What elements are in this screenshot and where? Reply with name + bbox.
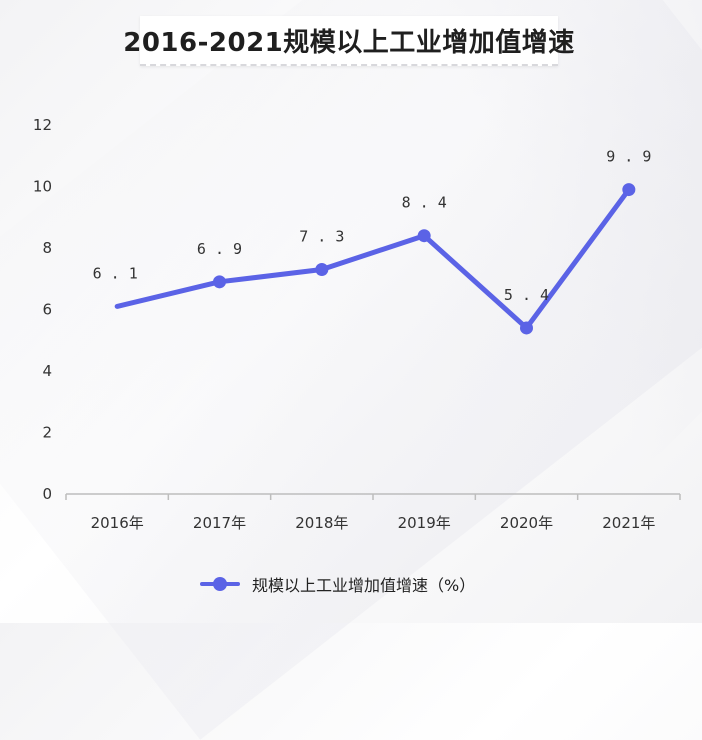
- data-labels: 6 . 1 6 . 9 7 . 3 8 . 4 5 . 4 9 . 9: [93, 148, 652, 304]
- data-label: 7 . 3: [299, 228, 344, 246]
- line-chart: 0 2 4 6 8 10 12 2016年 2017年 2018年 2019年 2020年 2021年…: [33, 116, 681, 532]
- series-line: [114, 187, 632, 331]
- x-tick-label: 2016年: [91, 514, 144, 532]
- x-tick-label: 2018年: [295, 514, 348, 532]
- y-tick-label: 0: [42, 485, 52, 503]
- data-point: [213, 275, 226, 289]
- x-tick-label: 2021年: [602, 514, 655, 532]
- y-axis-ticks: 0 2 4 6 8 10 12: [33, 116, 52, 503]
- x-axis: 2016年 2017年 2018年 2019年 2020年 2021年: [65, 493, 681, 532]
- series-line-group: [114, 183, 636, 335]
- data-point: [520, 321, 533, 335]
- data-point: [622, 183, 636, 197]
- legend-label: 规模以上工业增加值增速（%）: [252, 576, 476, 595]
- y-tick-label: 4: [42, 362, 52, 380]
- x-tick-label: 2019年: [398, 514, 451, 532]
- line-with-dot-icon: [200, 577, 240, 591]
- chart-title-box: 2016-2021规模以上工业增加值增速: [123, 16, 574, 66]
- legend: 规模以上工业增加值增速（%）: [200, 570, 475, 598]
- chart-title: 2016-2021规模以上工业增加值增速: [123, 27, 575, 58]
- y-tick-label: 6: [42, 301, 52, 319]
- data-label: 8 . 4: [402, 194, 447, 212]
- data-label: 6 . 1: [93, 264, 138, 282]
- data-label: 6 . 9: [197, 240, 242, 258]
- y-tick-label: 2: [42, 424, 52, 442]
- y-tick-label: 12: [33, 116, 52, 134]
- y-tick-label: 8: [42, 239, 52, 257]
- y-tick-label: 10: [33, 178, 52, 196]
- data-point: [417, 229, 431, 243]
- data-point: [315, 263, 329, 277]
- x-tick-label: 2017年: [193, 514, 246, 532]
- x-tick-label: 2020年: [500, 514, 553, 532]
- data-label: 5 . 4: [504, 286, 549, 304]
- data-label: 9 . 9: [606, 148, 651, 166]
